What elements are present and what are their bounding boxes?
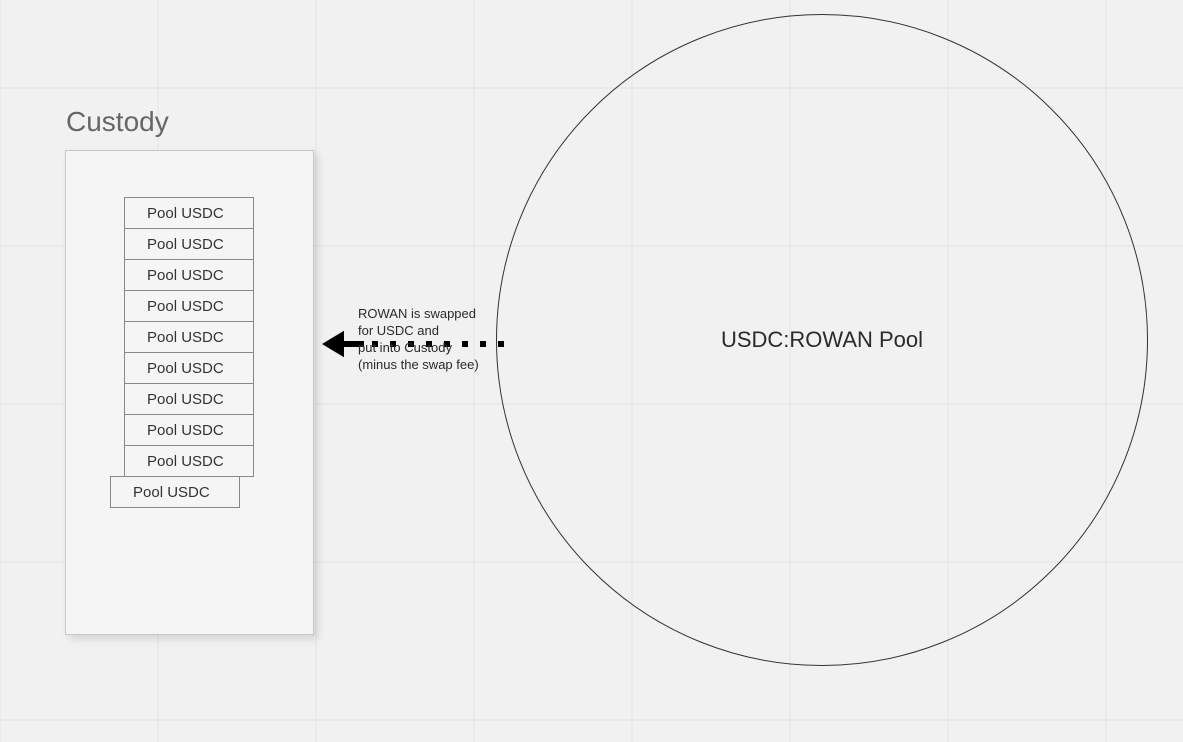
custody-pool-item: Pool USDC [124, 383, 254, 415]
custody-pool-item: Pool USDC [124, 352, 254, 384]
custody-pool-item: Pool USDC [124, 445, 254, 477]
custody-pool-list: Pool USDCPool USDCPool USDCPool USDCPool… [124, 197, 254, 508]
pool-circle-label: USDC:ROWAN Pool [721, 327, 923, 353]
custody-pool-item: Pool USDC [110, 476, 240, 508]
custody-pool-item: Pool USDC [124, 259, 254, 291]
custody-title: Custody [66, 106, 169, 138]
custody-pool-item: Pool USDC [124, 414, 254, 446]
custody-pool-item: Pool USDC [124, 228, 254, 260]
diagram-canvas: Custody Pool USDCPool USDCPool USDCPool … [0, 0, 1183, 742]
custody-pool-item: Pool USDC [124, 321, 254, 353]
custody-pool-item: Pool USDC [124, 290, 254, 322]
custody-pool-item: Pool USDC [124, 197, 254, 229]
pool-circle: USDC:ROWAN Pool [496, 14, 1148, 666]
flow-arrow-label: ROWAN is swapped for USDC and put into C… [358, 306, 479, 374]
